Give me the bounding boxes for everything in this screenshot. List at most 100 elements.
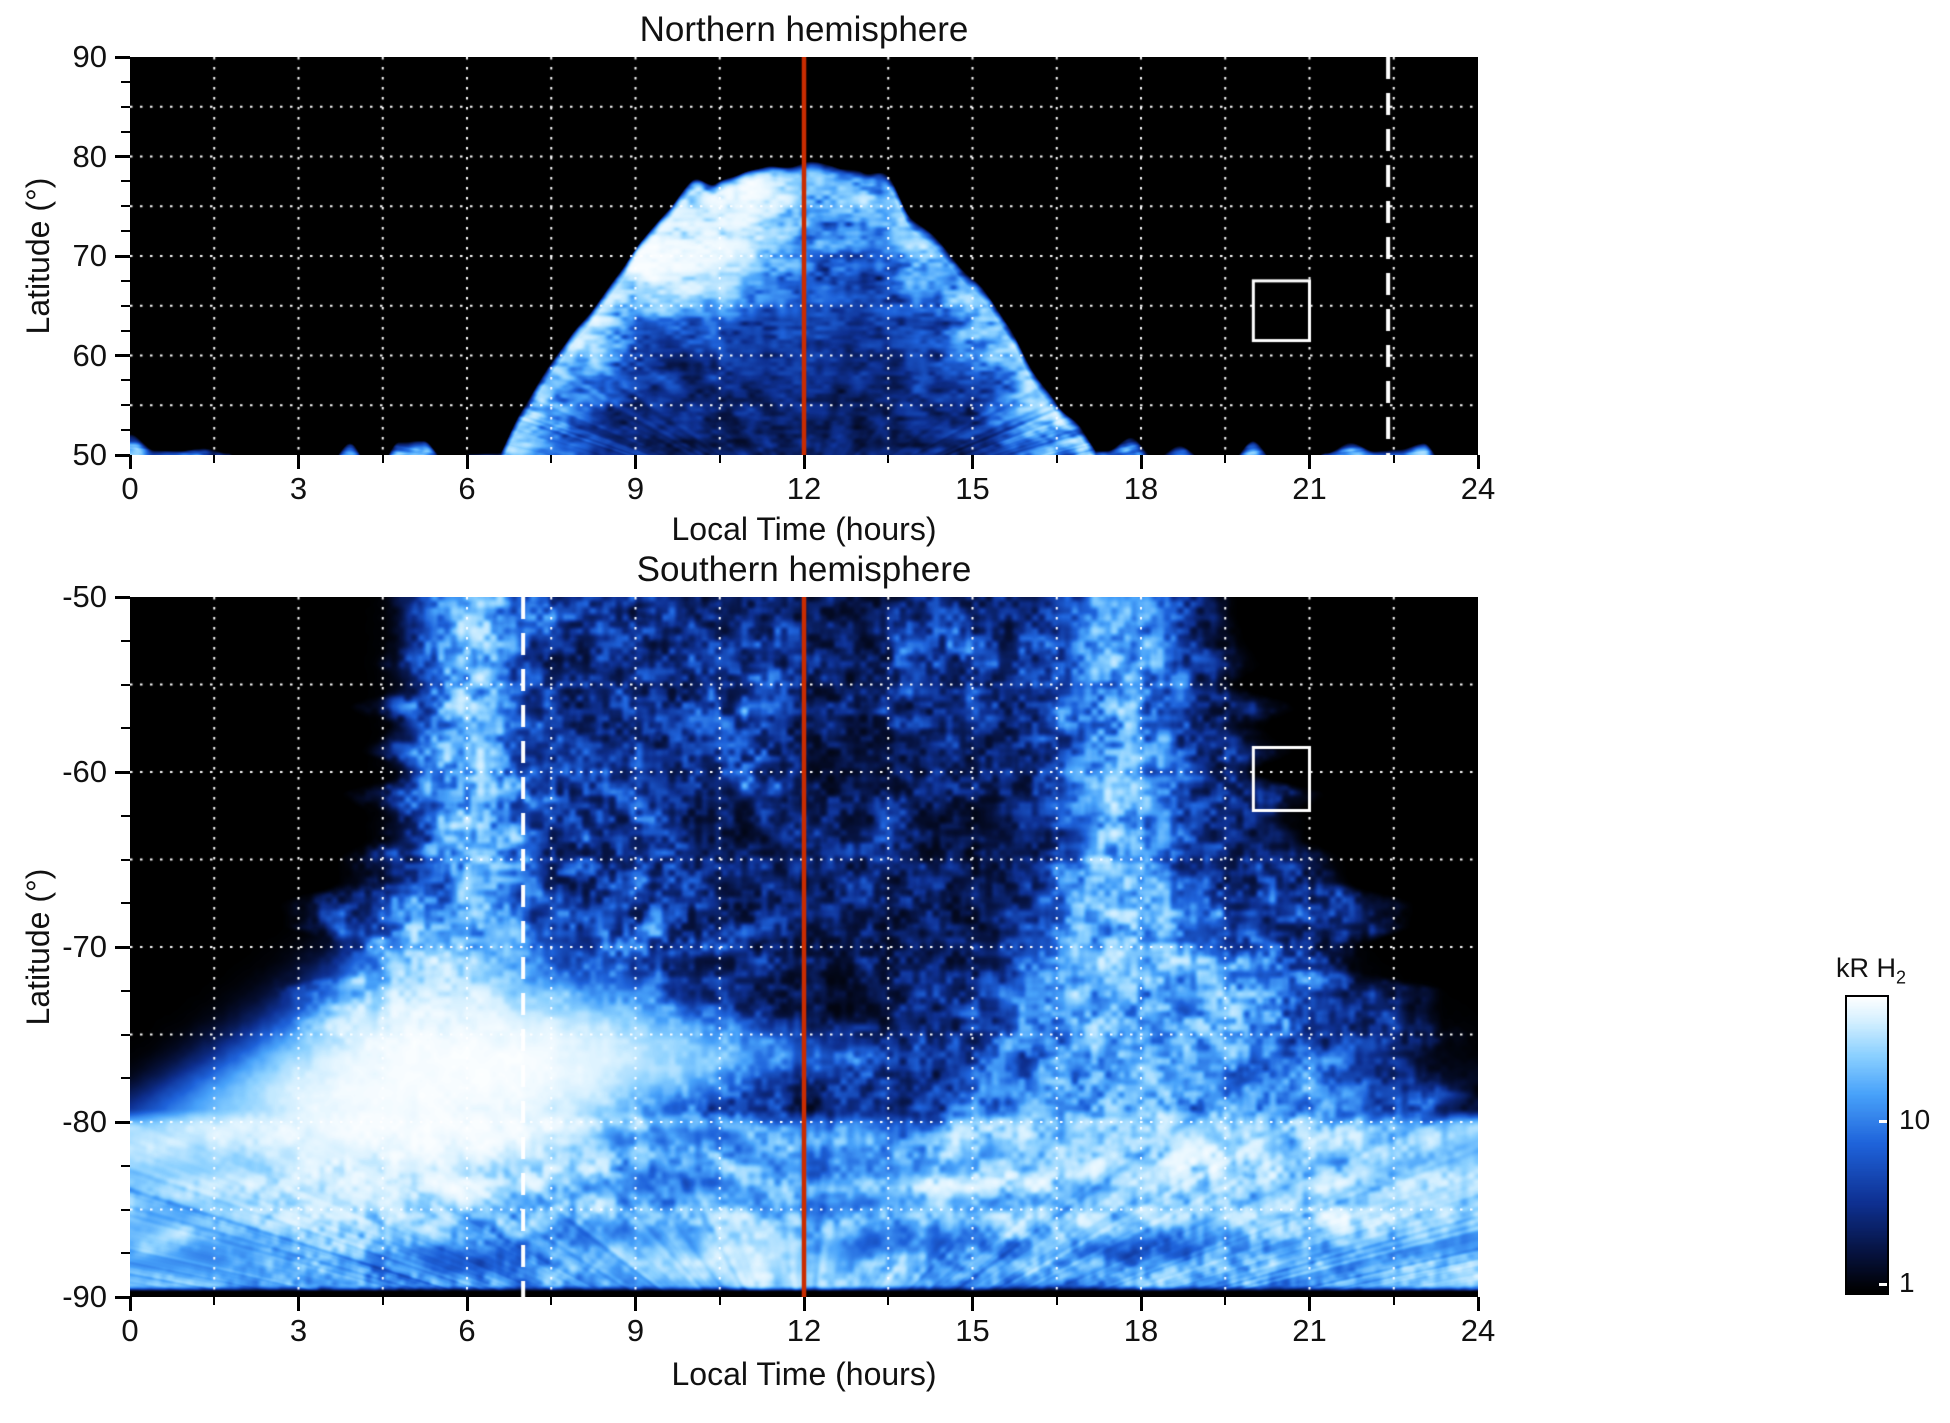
y-tick-mark <box>115 254 130 258</box>
north-heatmap-canvas <box>130 57 1478 455</box>
x-tick-mark <box>634 1297 637 1311</box>
x-tick-mark <box>971 1297 974 1311</box>
colorbar-tick-mark <box>1879 1119 1887 1123</box>
x-tick-label: 0 <box>121 1313 139 1348</box>
y-minor-tick-mark <box>121 1208 130 1211</box>
y-minor-tick-mark <box>121 814 130 817</box>
x-tick-label: 3 <box>289 471 308 506</box>
y-minor-tick-mark <box>121 858 130 861</box>
x-minor-tick-mark <box>887 455 890 463</box>
colorbar-label-subscript: 2 <box>1896 967 1907 988</box>
y-minor-tick-mark <box>121 230 130 233</box>
y-minor-tick-mark <box>121 429 130 432</box>
y-tick-label: 70 <box>72 238 107 273</box>
x-minor-tick-mark <box>1392 1297 1395 1305</box>
y-minor-tick-mark <box>121 404 130 407</box>
y-tick-mark <box>115 453 130 457</box>
y-minor-tick-mark <box>121 1077 130 1080</box>
x-tick-label: 24 <box>1460 1313 1496 1348</box>
x-minor-tick-mark <box>1392 455 1395 463</box>
y-tick-mark <box>115 945 130 949</box>
x-tick-mark <box>634 455 637 469</box>
x-tick-mark <box>1139 455 1143 469</box>
x-minor-tick-mark <box>213 455 216 463</box>
x-tick-mark <box>465 1297 469 1311</box>
y-tick-label: 90 <box>72 39 107 74</box>
x-tick-label: 0 <box>121 471 139 506</box>
y-tick-mark <box>115 595 130 599</box>
y-minor-tick-mark <box>121 180 130 183</box>
x-tick-label: 9 <box>626 1313 645 1348</box>
y-tick-label: -80 <box>62 1104 107 1139</box>
x-tick-label: 6 <box>458 1313 476 1348</box>
y-minor-tick-mark <box>121 279 130 282</box>
x-tick-label: 18 <box>1123 1313 1159 1348</box>
x-minor-tick-mark <box>550 455 553 463</box>
y-tick-label: -70 <box>62 929 107 964</box>
colorbar-tick-mark <box>1879 1282 1887 1286</box>
y-tick-mark <box>115 1120 130 1124</box>
y-minor-tick-mark <box>121 683 130 686</box>
x-tick-mark <box>1308 1297 1311 1311</box>
x-tick-label: 21 <box>1292 1313 1327 1348</box>
x-tick-label: 6 <box>458 471 476 506</box>
x-tick-mark <box>802 455 806 469</box>
y-tick-label: -60 <box>62 754 107 789</box>
y-tick-label: -90 <box>62 1279 107 1314</box>
x-minor-tick-mark <box>718 455 721 463</box>
y-minor-tick-mark <box>121 329 130 332</box>
x-minor-tick-mark <box>381 455 384 463</box>
y-tick-mark <box>115 1295 130 1299</box>
north-panel-title: Northern hemisphere <box>639 10 969 49</box>
y-minor-tick-mark <box>121 1164 130 1167</box>
y-tick-label: 80 <box>72 138 107 174</box>
x-tick-mark <box>128 1297 132 1311</box>
x-tick-label: 12 <box>786 1313 822 1348</box>
x-tick-label: 15 <box>955 1313 990 1348</box>
y-minor-tick-mark <box>121 304 130 307</box>
x-tick-mark <box>971 455 974 469</box>
x-minor-tick-mark <box>887 1297 890 1305</box>
x-tick-mark <box>465 455 469 469</box>
south-x-axis-label: Local Time (hours) <box>671 1356 937 1392</box>
south-heatmap-canvas <box>130 597 1478 1297</box>
x-tick-label: 9 <box>626 471 645 506</box>
y-tick-mark <box>115 770 130 774</box>
y-minor-tick-mark <box>121 989 130 992</box>
y-minor-tick-mark <box>121 205 130 208</box>
x-minor-tick-mark <box>550 1297 553 1305</box>
y-tick-label: 50 <box>72 437 107 472</box>
x-tick-label: 15 <box>955 471 990 506</box>
x-tick-mark <box>1139 1297 1143 1311</box>
x-minor-tick-mark <box>381 1297 384 1305</box>
x-tick-label: 3 <box>289 1313 308 1348</box>
colorbar-label: kR H2 <box>1836 953 1906 988</box>
y-minor-tick-mark <box>121 1033 130 1036</box>
x-minor-tick-mark <box>1055 1297 1058 1305</box>
x-tick-mark <box>1308 455 1311 469</box>
x-tick-mark <box>802 1297 806 1311</box>
y-tick-label: 60 <box>72 337 107 373</box>
x-tick-mark <box>128 455 132 469</box>
x-minor-tick-mark <box>213 1297 216 1305</box>
y-minor-tick-mark <box>121 727 130 730</box>
y-tick-mark <box>115 55 130 59</box>
north-x-axis-label: Local Time (hours) <box>671 511 937 547</box>
x-minor-tick-mark <box>1224 455 1227 463</box>
y-tick-mark <box>115 155 130 158</box>
x-tick-mark <box>297 1297 300 1311</box>
x-minor-tick-mark <box>718 1297 721 1305</box>
x-minor-tick-mark <box>1055 455 1058 463</box>
x-tick-label: 12 <box>786 471 822 506</box>
x-tick-label: 24 <box>1460 471 1496 506</box>
north-plot-area <box>130 57 1478 455</box>
colorbar-tick-label: 1 <box>1899 1267 1915 1299</box>
south-plot-area <box>130 597 1478 1297</box>
y-minor-tick-mark <box>121 105 130 108</box>
y-minor-tick-mark <box>121 902 130 905</box>
x-tick-label: 21 <box>1292 471 1327 506</box>
x-tick-label: 18 <box>1123 471 1159 506</box>
x-tick-mark <box>297 455 300 469</box>
colorbar-gradient <box>1847 997 1887 1293</box>
